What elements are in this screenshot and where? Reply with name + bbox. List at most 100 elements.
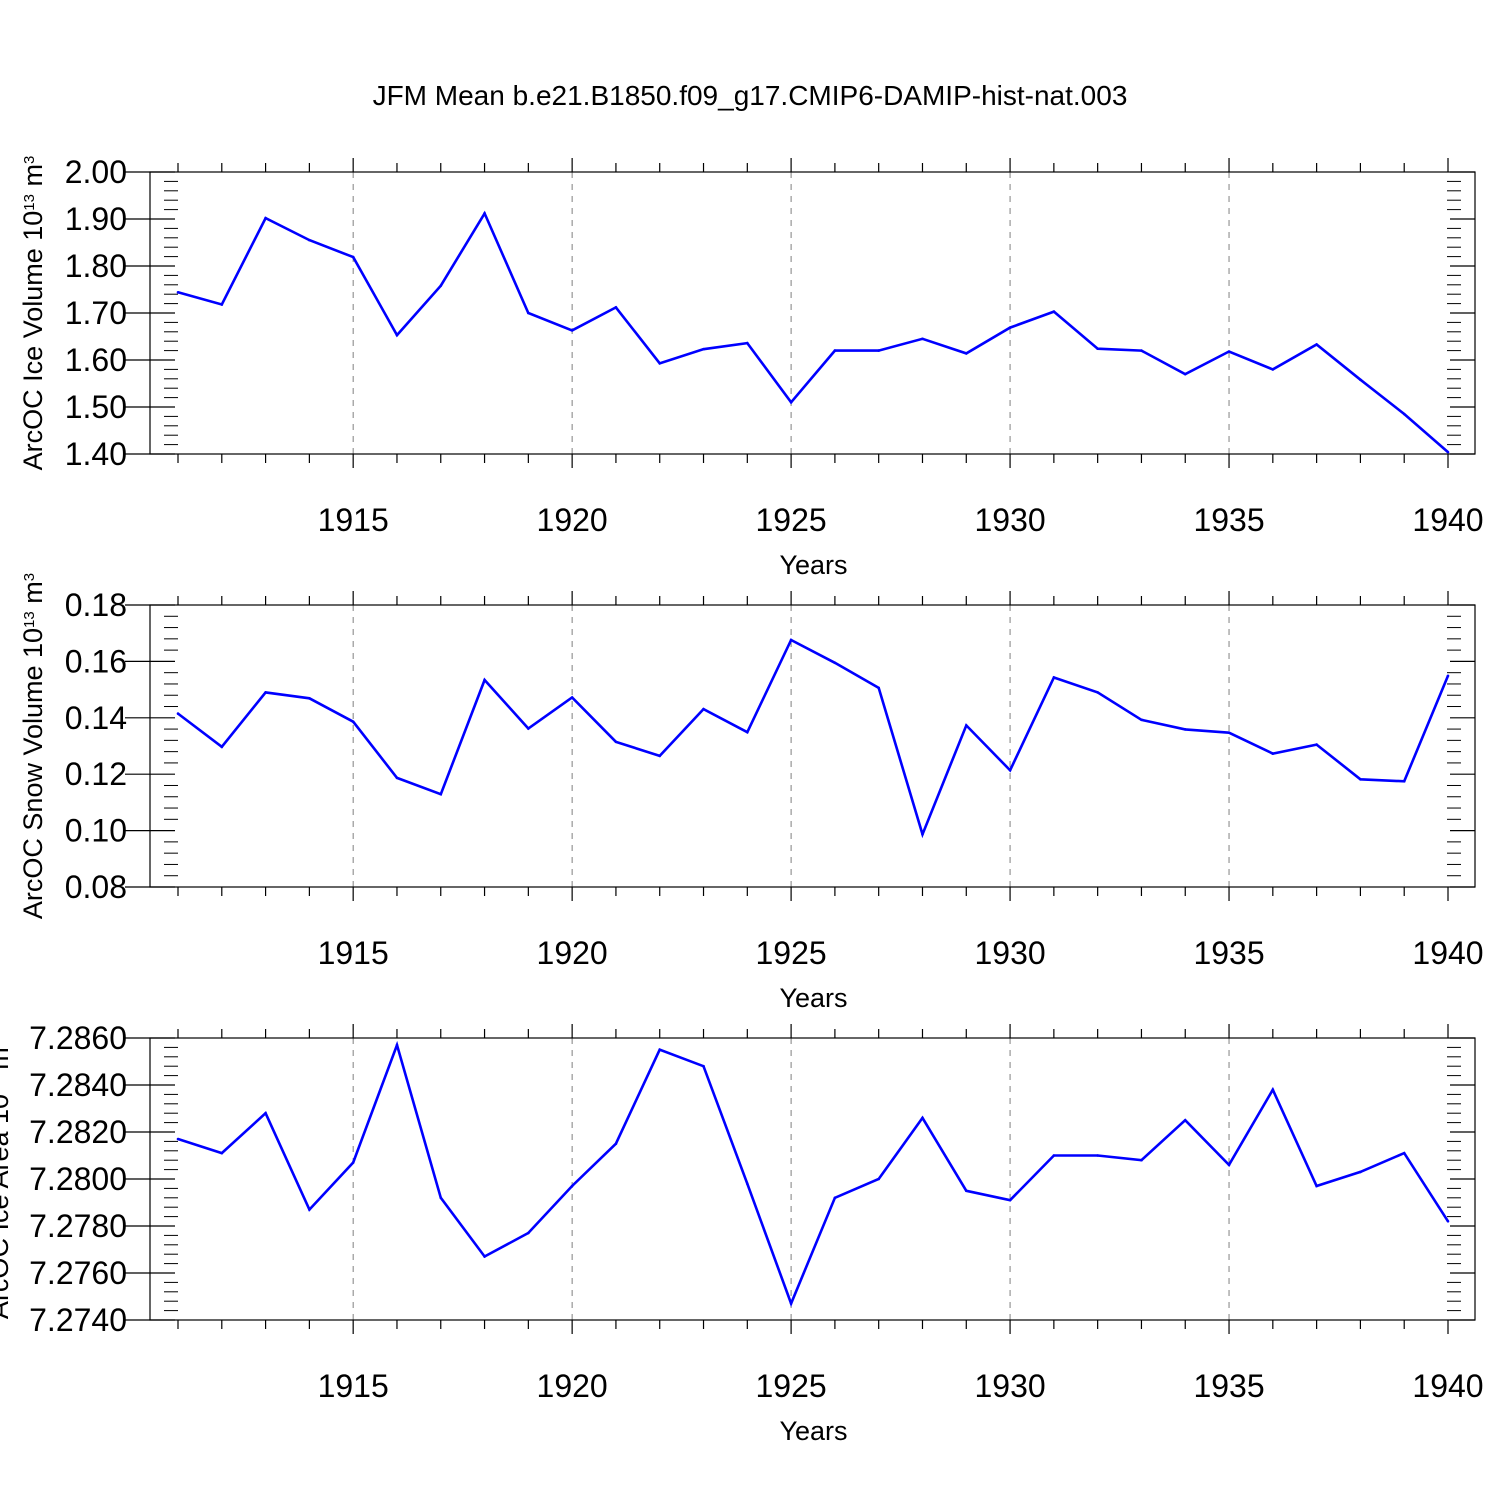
data-point — [395, 333, 399, 337]
y-tick-label: 0.12 — [65, 756, 127, 792]
y-tick-label: 0.08 — [65, 869, 127, 905]
panels-container: 1.40 1.50 1.60 1.70 1.80 1.90 2.00 1915 1920 1925… — [0, 154, 1484, 1446]
y-tick-label: 7.2780 — [29, 1208, 127, 1244]
data-point — [1052, 676, 1056, 679]
data-point — [483, 678, 486, 682]
y-tick-label: 1.90 — [65, 201, 127, 237]
data-point — [1140, 718, 1143, 722]
data-point — [176, 291, 180, 294]
x-tick-label: 1940 — [1412, 935, 1483, 971]
data-point — [351, 720, 355, 724]
data-point — [1096, 1154, 1099, 1157]
y-tick-label: 7.2840 — [29, 1067, 127, 1103]
y-tick-label: 0.14 — [65, 700, 127, 736]
x-tick-label: 1925 — [756, 1368, 827, 1404]
y-tick-label: 7.2860 — [29, 1020, 127, 1056]
y-tick-label: 1.70 — [65, 295, 127, 331]
data-point — [570, 1184, 574, 1188]
series-line — [177, 1040, 1450, 1308]
y-tick-label: 0.18 — [65, 587, 127, 623]
data-point — [220, 1151, 224, 1155]
x-tick-label: 1920 — [537, 502, 608, 538]
x-tick-label: 1940 — [1412, 1368, 1483, 1404]
data-point — [176, 712, 180, 715]
x-tick-label: 1915 — [318, 935, 389, 971]
data-point — [308, 238, 311, 242]
data-point — [921, 337, 924, 341]
data-point — [395, 776, 399, 780]
x-tick-label: 1925 — [756, 935, 827, 971]
data-point — [439, 792, 443, 796]
series-line — [177, 210, 1449, 454]
data-point — [833, 349, 837, 352]
data-point — [1271, 1088, 1275, 1091]
data-point — [527, 311, 530, 315]
x-axis-label: Years — [779, 983, 847, 1013]
data-point — [1096, 347, 1099, 351]
data-point — [527, 1231, 530, 1235]
data-point — [614, 306, 618, 309]
data-point — [1227, 731, 1231, 735]
data-point — [877, 349, 880, 352]
data-point — [351, 255, 355, 259]
data-point — [1402, 779, 1406, 783]
x-tick-label: 1940 — [1412, 502, 1483, 538]
y-axis-label: ArcOC Ice Volume 1013 m3 — [18, 156, 48, 471]
y-tick-label: 1.50 — [65, 389, 127, 425]
data-point — [658, 361, 662, 365]
chart-panel-3: 7.2740 7.2760 7.2780 7.2800 7.2820 7.2840 7.28… — [0, 1020, 1484, 1446]
data-point — [1008, 326, 1012, 329]
data-point — [308, 697, 311, 700]
data-point — [264, 691, 267, 694]
y-tick-label: 1.60 — [65, 342, 127, 378]
data-point — [308, 1208, 311, 1211]
data-point — [483, 1255, 486, 1258]
data-point — [746, 1182, 749, 1185]
data-point — [176, 1137, 180, 1141]
series-line — [177, 638, 1450, 839]
data-point — [1446, 450, 1450, 454]
x-tick-label: 1935 — [1193, 502, 1264, 538]
data-point — [1140, 349, 1143, 352]
data-point — [1052, 310, 1056, 313]
data-point — [1227, 1163, 1231, 1167]
data-point — [833, 1196, 837, 1200]
y-tick-label: 0.10 — [65, 813, 127, 849]
data-point — [702, 347, 705, 351]
x-tick-label: 1920 — [537, 935, 608, 971]
data-point — [1446, 674, 1450, 678]
plot-frame — [149, 1037, 1476, 1321]
data-point — [570, 696, 574, 699]
data-point — [1271, 752, 1275, 755]
data-point — [789, 401, 793, 404]
data-point — [702, 1064, 705, 1068]
chart-title: JFM Mean b.e21.B1850.f09_g17.CMIP6-DAMIP… — [373, 80, 1128, 111]
x-tick-label: 1925 — [756, 502, 827, 538]
x-axis-label: Years — [779, 1416, 847, 1446]
data-point — [964, 1189, 968, 1193]
data-point — [746, 341, 749, 345]
chart-panel-2: 0.08 0.10 0.12 0.14 0.16 0.18 1915 1920 1925 1930… — [18, 573, 1484, 1013]
x-tick-label: 1915 — [318, 1368, 389, 1404]
data-point — [877, 686, 880, 690]
y-tick-label: 7.2800 — [29, 1161, 127, 1197]
data-point — [1315, 743, 1318, 746]
data-point — [1183, 728, 1187, 731]
data-point — [483, 212, 486, 215]
data-point — [1359, 378, 1362, 382]
data-point — [964, 352, 968, 355]
y-tick-label: 1.80 — [65, 248, 127, 284]
y-axis-label: ArcOC Snow Volume 1013 m3 — [18, 573, 48, 919]
y-axis-label: ArcOC Ice Area 1012 m2 — [0, 1039, 14, 1319]
y-tick-label: 0.16 — [65, 643, 127, 679]
data-point — [1315, 343, 1318, 346]
data-point — [746, 730, 749, 734]
data-point — [833, 661, 837, 665]
data-point — [1315, 1184, 1318, 1188]
data-point — [658, 754, 662, 758]
data-point — [351, 1161, 355, 1164]
data-point — [1359, 1170, 1362, 1174]
x-tick-label: 1930 — [974, 1368, 1045, 1404]
data-point — [1402, 1151, 1406, 1155]
